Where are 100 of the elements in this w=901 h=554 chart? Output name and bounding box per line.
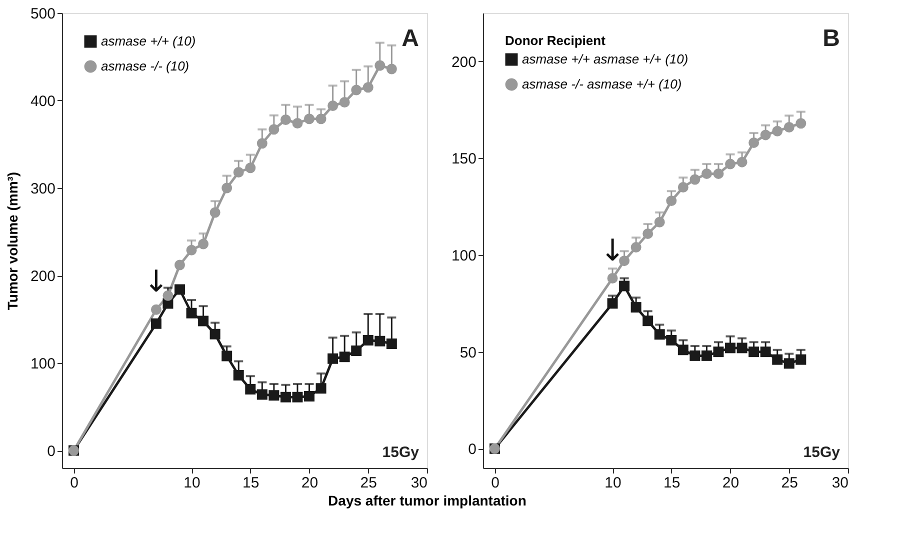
point: [304, 391, 314, 402]
point: [233, 370, 244, 380]
point: [186, 308, 197, 318]
x-tick-label: 10: [184, 474, 200, 492]
point: [245, 162, 256, 174]
point: [292, 392, 303, 402]
point: [748, 346, 760, 358]
annotation: ↓: [600, 233, 626, 268]
point: [736, 342, 748, 354]
annotation: B: [822, 25, 840, 52]
point: [630, 242, 642, 253]
point: [328, 353, 338, 364]
y-tick-label: 100: [451, 248, 476, 265]
point: [642, 228, 654, 239]
point: [784, 358, 794, 369]
point: [736, 156, 748, 168]
x-tick-label: 25: [360, 474, 377, 492]
point: [796, 354, 806, 365]
point: [328, 100, 338, 111]
point: [222, 182, 232, 194]
point: [339, 97, 350, 108]
point: [280, 114, 291, 125]
point: [630, 302, 642, 313]
point: [256, 138, 268, 149]
point: [654, 216, 665, 228]
legend-label: asmase -/- asmase +/+ (10): [522, 76, 682, 92]
point: [642, 316, 654, 326]
point: [374, 60, 386, 71]
point: [339, 352, 350, 362]
y-axis-title: Tumor volume (mm³): [4, 172, 20, 310]
y-tick-label: 0: [47, 443, 56, 460]
point: [701, 350, 712, 361]
point: [174, 260, 185, 270]
point: [268, 390, 280, 401]
legend-label: asmase -/- (10): [101, 58, 190, 74]
point: [256, 389, 268, 400]
point: [174, 284, 185, 295]
x-tick-label: 30: [410, 474, 428, 492]
point: [678, 344, 688, 356]
point: [760, 130, 771, 140]
point: [316, 383, 326, 394]
point: [619, 256, 630, 266]
point: [245, 384, 256, 394]
x-tick-label: 25: [781, 474, 798, 492]
x-tick-label: 10: [604, 474, 622, 492]
point: [198, 238, 209, 250]
point: [725, 342, 736, 354]
y-tick-label: 400: [30, 93, 56, 110]
point: [210, 207, 220, 218]
x-tick-label: 15: [664, 474, 680, 492]
annotation: ↓: [144, 264, 169, 300]
point: [362, 335, 374, 346]
point: [268, 124, 280, 135]
point: [198, 316, 209, 326]
y-tick-label: 200: [30, 268, 56, 285]
point: [713, 346, 724, 358]
legend-label: asmase +/+ (10): [101, 34, 196, 48]
point: [351, 84, 362, 96]
x-tick-label: 20: [722, 474, 740, 492]
point: [772, 354, 783, 365]
point: [162, 290, 174, 301]
point: [222, 350, 232, 362]
y-tick-label: 300: [30, 180, 56, 198]
point: [725, 158, 736, 170]
point: [784, 122, 794, 132]
point: [280, 392, 291, 402]
x-tick-label: 0: [491, 474, 500, 492]
y-tick-label: 0: [468, 441, 476, 458]
x-tick-label: 0: [70, 474, 78, 492]
x-tick-label: 15: [242, 474, 260, 492]
point: [374, 336, 386, 346]
point: [619, 280, 630, 292]
point: [150, 304, 162, 315]
annotation: A: [402, 25, 419, 52]
point: [316, 114, 326, 124]
point: [233, 167, 244, 178]
point: [654, 329, 665, 340]
y-tick-label: 200: [451, 54, 476, 71]
point: [607, 273, 618, 284]
y-tick-label: 100: [30, 356, 56, 372]
point: [386, 338, 397, 349]
point: [304, 114, 314, 124]
annotation: 15Gy: [803, 444, 841, 461]
point: [690, 174, 700, 185]
point: [796, 118, 806, 129]
point: [713, 168, 724, 179]
point: [351, 346, 362, 356]
y-tick-label: 500: [30, 6, 56, 22]
point: [607, 298, 618, 309]
point: [760, 346, 771, 358]
point: [678, 182, 688, 192]
point: [386, 64, 397, 74]
point: [666, 196, 677, 206]
x-axis-title: Days after tumor implantation: [328, 492, 526, 508]
point: [690, 350, 700, 361]
point: [150, 318, 162, 329]
point: [772, 126, 783, 136]
point: [292, 118, 303, 128]
legend-label: asmase +/+ asmase +/+ (10): [522, 52, 688, 66]
x-tick-label: 20: [301, 474, 318, 492]
